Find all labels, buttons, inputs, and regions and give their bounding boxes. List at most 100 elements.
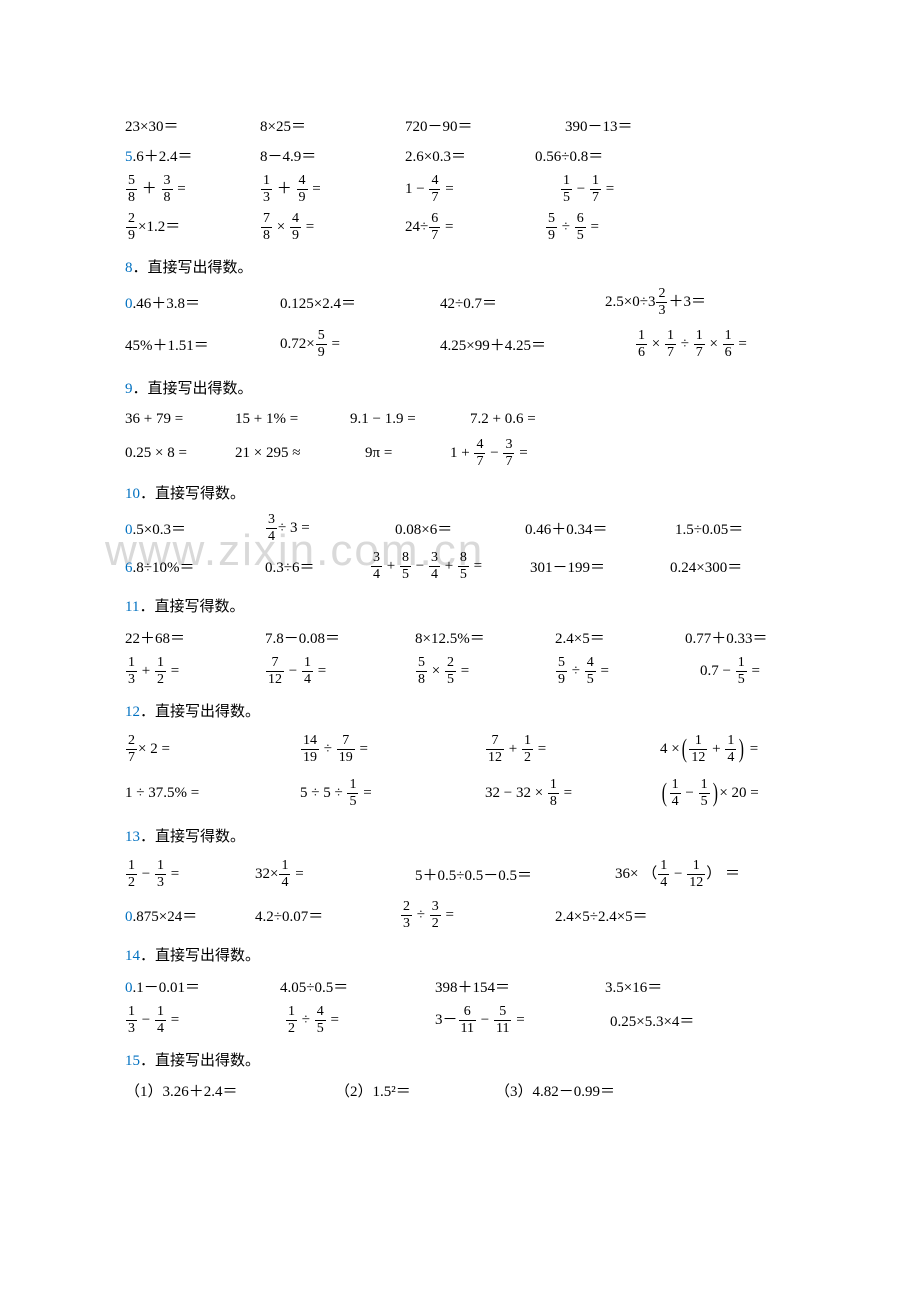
- expr: 4.05÷0.5＝: [280, 976, 435, 997]
- expr: 0.72×59 =: [280, 329, 440, 360]
- problem-row: 0.875×24＝ 4.2÷0.07＝ 23 ÷ 32 = 2.4×5÷2.4×…: [125, 896, 795, 934]
- expr: 720－90＝: [405, 115, 565, 136]
- expr: 0.24×300＝: [670, 556, 742, 577]
- section-prompt: 15．直接写出得数。: [125, 1049, 795, 1070]
- expr: （2）1.5²＝: [335, 1080, 495, 1101]
- expr: 27× 2 =: [125, 734, 300, 765]
- section-prompt: 9．直接写出得数。: [125, 377, 795, 398]
- expr: 59 ÷ 65 =: [545, 212, 599, 243]
- expr: 0.56÷0.8＝: [535, 145, 603, 166]
- expr: 0.08×6＝: [395, 518, 525, 539]
- problem-row: 13 + 12 = 712 − 14 = 58 × 25 = 59 ÷ 45 =…: [125, 652, 795, 690]
- expr: 9π =: [365, 445, 450, 462]
- expr: 1 + 47 − 37 =: [450, 438, 528, 469]
- section-prompt: 8．直接写出得数。: [125, 256, 795, 277]
- expr: 9.1 − 1.9 =: [350, 411, 470, 428]
- expr: 29×1.2＝: [125, 212, 260, 243]
- section-prompt: 13．直接写得数。: [125, 825, 795, 846]
- problem-row: 0.25 × 8 = 21 × 295 ≈ 9π = 1 + 47 − 37 =: [125, 434, 795, 472]
- expr: 13 ＋ 49 =: [260, 174, 405, 205]
- expr: 0.77＋0.33＝: [685, 627, 768, 648]
- expr: 58 × 25 =: [415, 656, 555, 687]
- expr: 2.5×0÷323＋3＝: [605, 287, 706, 318]
- expr: 4.25×99＋4.25＝: [440, 334, 635, 355]
- expr: 42÷0.7＝: [440, 292, 605, 313]
- expr: 34 + 85 − 34 + 85 =: [370, 551, 530, 582]
- problem-row: 0.5×0.3＝ 34÷ 3 = 0.08×6＝ 0.46＋0.34＝ 1.5÷…: [125, 509, 795, 547]
- problem-row: 27× 2 = 1419 ÷ 719 = 712 + 12 = 4 ×(112 …: [125, 727, 795, 771]
- expr: 12 − 13 =: [125, 859, 255, 890]
- expr: 398＋154＝: [435, 976, 605, 997]
- expr: 1.5÷0.05＝: [675, 518, 743, 539]
- expr: 1 − 47 =: [405, 174, 560, 205]
- expr: 13 − 14 =: [125, 1005, 285, 1036]
- expr: 4.2÷0.07＝: [255, 905, 400, 926]
- expr: (14 − 15)× 20 =: [660, 778, 759, 809]
- problem-row: 5.6＋2.4＝ 8－4.9＝ 2.6×0.3＝ 0.56÷0.8＝: [125, 140, 795, 170]
- expr: 15 − 17 =: [560, 174, 614, 205]
- problem-row: 45%＋1.51＝ 0.72×59 = 4.25×99＋4.25＝ 16 × 1…: [125, 321, 795, 367]
- problem-row: 58 ＋ 38 = 13 ＋ 49 = 1 − 47 = 15 − 17 =: [125, 170, 795, 208]
- problem-row: 23×30＝ 8×25＝ 720－90＝ 390－13＝: [125, 110, 795, 140]
- expr: 3.5×16＝: [605, 976, 662, 997]
- expr: 6.8÷10%＝: [125, 556, 265, 577]
- expr: 5.6＋2.4＝: [125, 145, 260, 166]
- expr: 36 + 79 =: [125, 411, 235, 428]
- expr: 4 ×(112 + 14) =: [660, 734, 758, 765]
- problem-row: 0.46＋3.8＝ 0.125×2.4＝ 42÷0.7＝ 2.5×0÷323＋3…: [125, 283, 795, 321]
- expr: 1 ÷ 37.5% =: [125, 785, 300, 802]
- expr: 59 ÷ 45 =: [555, 656, 700, 687]
- expr: 2.4×5＝: [555, 627, 685, 648]
- expr: 36× （14 − 112） ＝: [615, 859, 740, 890]
- expr: 58 ＋ 38 =: [125, 174, 260, 205]
- expr: 5＋0.5÷0.5－0.5＝: [415, 864, 615, 885]
- expr: 712 + 12 =: [485, 734, 660, 765]
- expr: 21 × 295 ≈: [235, 445, 365, 462]
- problem-row: 6.8÷10%＝ 0.3÷6＝ 34 + 85 − 34 + 85 = 301－…: [125, 547, 795, 585]
- expr: 0.1－0.01＝: [125, 976, 280, 997]
- expr: 390－13＝: [565, 115, 633, 136]
- problem-row: 0.1－0.01＝ 4.05÷0.5＝ 398＋154＝ 3.5×16＝: [125, 971, 795, 1001]
- expr: 16 × 17 ÷ 17 × 16 =: [635, 329, 747, 360]
- expr: 13 + 12 =: [125, 656, 265, 687]
- problem-row: 13 − 14 = 12 ÷ 45 = 3－611 − 511 = 0.25×5…: [125, 1001, 795, 1039]
- section-prompt: 12．直接写出得数。: [125, 700, 795, 721]
- expr: 301－199＝: [530, 556, 670, 577]
- expr: （3）4.82－0.99＝: [495, 1080, 615, 1101]
- expr: 22＋68＝: [125, 627, 265, 648]
- problem-row: （1）3.26＋2.4＝ （2）1.5²＝ （3）4.82－0.99＝: [125, 1076, 795, 1104]
- expr: 23×30＝: [125, 115, 260, 136]
- expr: 8×25＝: [260, 115, 405, 136]
- problem-row: 29×1.2＝ 78 × 49 = 24÷67 = 59 ÷ 65 =: [125, 208, 795, 246]
- section-prompt: 10．直接写得数。: [125, 482, 795, 503]
- expr: 0.875×24＝: [125, 905, 255, 926]
- expr: 0.25×5.3×4＝: [610, 1010, 694, 1031]
- expr: 24÷67 =: [405, 212, 545, 243]
- expr: 2.4×5÷2.4×5＝: [555, 905, 648, 926]
- expr: 7.2 + 0.6 =: [470, 411, 536, 428]
- expr: 45%＋1.51＝: [125, 334, 280, 355]
- expr: 0.3÷6＝: [265, 556, 370, 577]
- expr: 5 ÷ 5 ÷ 15 =: [300, 778, 485, 809]
- expr: 0.46＋3.8＝: [125, 292, 280, 313]
- expr: 0.125×2.4＝: [280, 292, 440, 313]
- expr: 2.6×0.3＝: [405, 145, 535, 166]
- expr: 8×12.5%＝: [415, 627, 555, 648]
- expr: 0.5×0.3＝: [125, 518, 265, 539]
- expr: 78 × 49 =: [260, 212, 405, 243]
- expr: 1419 ÷ 719 =: [300, 734, 485, 765]
- section-prompt: 11．直接写得数。: [125, 595, 795, 616]
- expr: 32 − 32 × 18 =: [485, 778, 660, 809]
- expr: 0.7 − 15 =: [700, 656, 760, 687]
- expr: （1）3.26＋2.4＝: [125, 1080, 335, 1101]
- expr: 12 ÷ 45 =: [285, 1005, 435, 1036]
- expr: 23 ÷ 32 =: [400, 900, 555, 931]
- expr: 0.46＋0.34＝: [525, 518, 675, 539]
- problem-row: 22＋68＝ 7.8－0.08＝ 8×12.5%＝ 2.4×5＝ 0.77＋0.…: [125, 622, 795, 652]
- expr: 0.25 × 8 =: [125, 445, 235, 462]
- expr: 712 − 14 =: [265, 656, 415, 687]
- expr: 3－611 − 511 =: [435, 1005, 610, 1036]
- expr: 34÷ 3 =: [265, 513, 395, 544]
- section-prompt: 14．直接写出得数。: [125, 944, 795, 965]
- expr: 32×14 =: [255, 859, 415, 890]
